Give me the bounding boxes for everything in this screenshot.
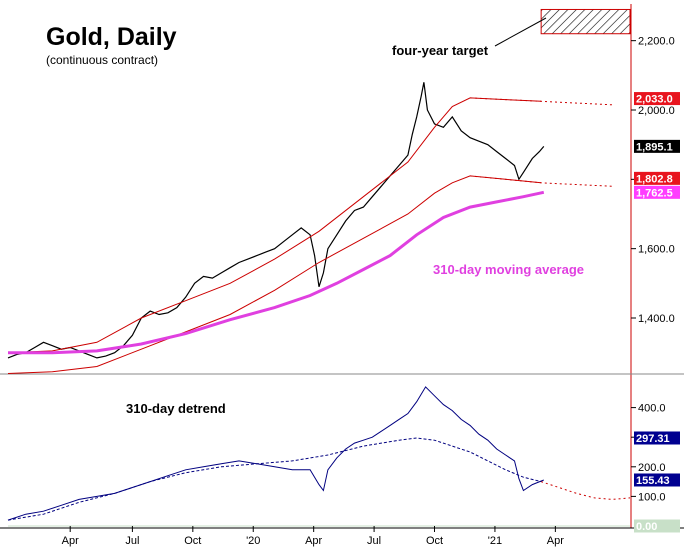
value-badges: 2,033.0 1,895.1 1,802.8 1,762.5 297.31 155.43… (634, 92, 680, 533)
x-tick-label-5: Jul (367, 535, 381, 547)
target-zone (540, 8, 631, 35)
badge-label-main-1: 1,895.1 (636, 141, 673, 153)
target-pointer-line (494, 17, 547, 47)
badge-label-main-2: 1,802.8 (636, 173, 673, 185)
x-tick-label-1: Jul (125, 535, 139, 547)
y-tick-label-detrend-1: 200.0 (638, 462, 666, 474)
badge-label-detrend-0: 297.31 (636, 433, 670, 445)
target-annotation: four-year target (392, 43, 489, 58)
detrend-title: 310-day detrend (126, 401, 226, 416)
moving-average-series (8, 190, 545, 355)
badge-box-detrend-1 (634, 473, 680, 487)
badge-label-detrend-2: 0.00 (636, 521, 657, 533)
y-tick-label-main-3: 2,000.0 (638, 105, 675, 117)
badge-box-detrend-2 (634, 519, 680, 533)
x-tick-label-0: Apr (62, 535, 79, 547)
badge-label-detrend-1: 155.43 (636, 475, 670, 487)
target-zone-box (540, 8, 631, 35)
x-ticks: Apr Jul Oct '20 Apr Jul Oct '21 Apr (62, 526, 564, 547)
chart-title: Gold, Daily (46, 23, 177, 51)
moving-average-line (8, 190, 545, 355)
detrend-line (7, 386, 544, 521)
y-tick-label-detrend-0: 100.0 (638, 491, 666, 503)
price-series (7, 82, 545, 359)
channel-series (7, 97, 613, 374)
channel-upper-line (7, 97, 542, 354)
badge-box-main-2 (634, 171, 680, 185)
badge-box-detrend-0 (634, 431, 680, 445)
badge-label-main-3: 1,762.5 (636, 187, 673, 199)
x-tick-label-2: Oct (184, 535, 201, 547)
y-tick-label-detrend-3: 400.0 (638, 403, 666, 415)
moving-average-annotation: 310-day moving average (433, 262, 584, 277)
x-tick-label-8: Apr (547, 535, 564, 547)
x-tick-label-6: Oct (426, 535, 443, 547)
chart-subtitle: (continuous contract) (46, 53, 158, 67)
detrend-series (7, 386, 631, 527)
y-tick-label-main-4: 2,200.0 (638, 36, 675, 48)
badge-box-main-3 (634, 185, 680, 199)
y-tick-label-main-0: 1,400.0 (638, 313, 675, 325)
x-tick-label-7: '21 (488, 535, 502, 547)
badge-box-main-0 (634, 92, 680, 106)
badge-box-main-1 (634, 139, 680, 153)
x-tick-label-3: '20 (246, 535, 260, 547)
x-tick-label-4: Apr (305, 535, 322, 547)
channel-lower-projection-line (470, 175, 613, 187)
detrend-projection-line (540, 481, 631, 500)
price-line (7, 82, 545, 359)
channel-upper-projection-line (470, 97, 613, 106)
y-tick-label-main-1: 1,600.0 (638, 244, 675, 256)
channel-lower-line (7, 175, 542, 374)
badge-label-main-0: 2,033.0 (636, 94, 673, 106)
